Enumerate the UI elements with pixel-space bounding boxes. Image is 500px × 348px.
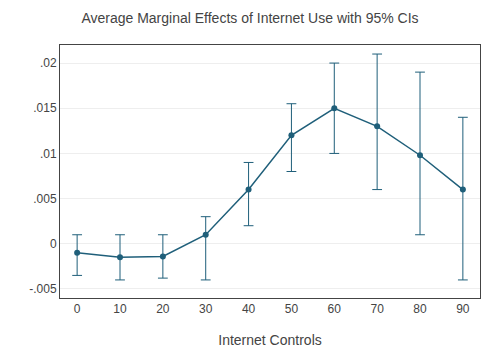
svg-text:Internet Controls: Internet Controls [218,332,322,348]
svg-text:80: 80 [413,302,427,316]
svg-text:0: 0 [74,302,81,316]
svg-text:20: 20 [156,302,170,316]
svg-text:40: 40 [242,302,256,316]
svg-text:0: 0 [50,237,57,251]
svg-text:.015: .015 [33,101,57,115]
svg-text:30: 30 [199,302,213,316]
svg-text:90: 90 [456,302,470,316]
svg-text:70: 70 [370,302,384,316]
svg-text:50: 50 [285,302,299,316]
svg-text:-.005: -.005 [29,282,57,296]
svg-text:10: 10 [113,302,127,316]
svg-text:.01: .01 [40,147,57,161]
svg-text:.005: .005 [33,192,57,206]
svg-text:60: 60 [328,302,342,316]
svg-text:.02: .02 [40,56,57,70]
svg-text:Average Marginal Effects of In: Average Marginal Effects of Internet Use… [81,10,418,26]
